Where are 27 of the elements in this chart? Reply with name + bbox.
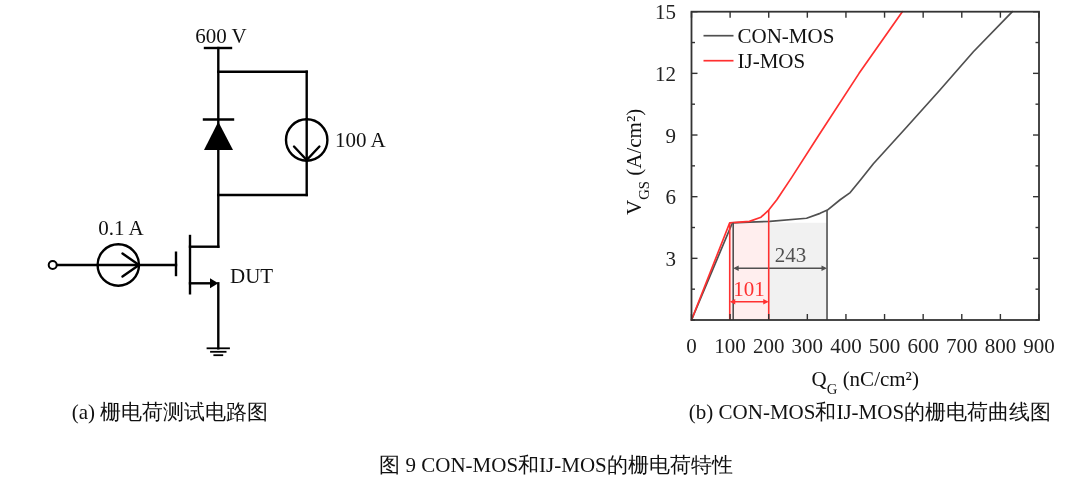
x-tick-label: 300	[791, 333, 824, 358]
y-tick-label: 6	[665, 185, 676, 210]
y-tick-label: 15	[655, 0, 676, 25]
text: (b) CON-MOS和IJ-MOS的栅电荷曲线图	[688, 400, 1052, 424]
text: DUT	[230, 264, 274, 288]
x-tick-label: 400	[830, 333, 862, 358]
x-tick-label: 800	[984, 333, 1017, 358]
band-label: 101	[733, 276, 765, 301]
text: 0.1 A	[98, 216, 145, 240]
x-tick-label: 200	[752, 333, 785, 358]
legend-label: CON-MOS	[737, 24, 835, 49]
y-tick-label: 12	[655, 61, 676, 86]
legend-label: IJ-MOS	[737, 49, 806, 74]
y-tick-label: 9	[665, 123, 676, 148]
x-tick-label: 100	[714, 333, 746, 358]
text: (a) 栅电荷测试电路图	[71, 400, 269, 424]
x-tick-label: 900	[1023, 333, 1055, 358]
text: 100 A	[335, 128, 387, 152]
caption: 图 9 CON-MOS和IJ-MOS的栅电荷特性	[379, 453, 733, 477]
x-axis-title: Q$_{G}$ (nC/cm²)	[811, 367, 919, 397]
x-tick-label: 600	[907, 333, 939, 358]
x-tick-label: 700	[946, 333, 978, 358]
y-tick-label: 3	[665, 246, 676, 271]
band-label: 243	[774, 243, 807, 268]
text: 600 V	[195, 24, 247, 48]
x-tick-label: 500	[868, 333, 901, 358]
x-tick-label: 0	[686, 333, 697, 358]
